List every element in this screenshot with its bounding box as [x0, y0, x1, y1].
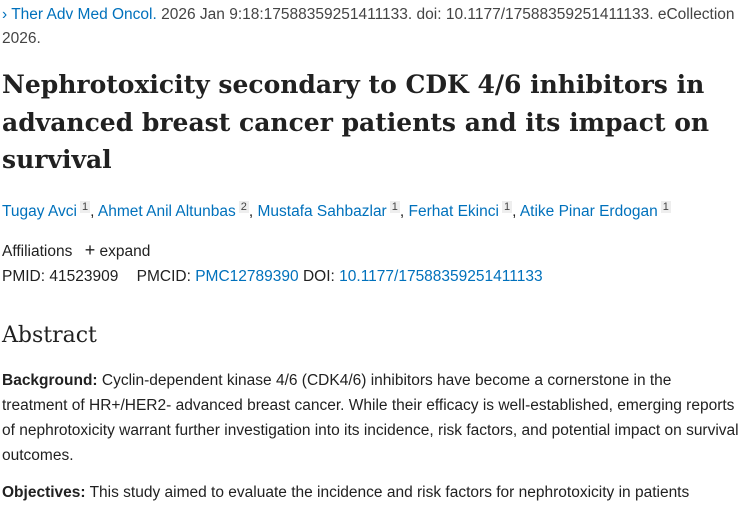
- author-link[interactable]: Ahmet Anil Altunbas: [97, 203, 236, 220]
- author-link[interactable]: Tugay Avci: [2, 203, 77, 220]
- affiliation-ref[interactable]: 1: [501, 201, 513, 213]
- author-link[interactable]: Atike Pinar Erdogan: [519, 203, 658, 220]
- affiliation-ref[interactable]: 2: [238, 201, 249, 213]
- objectives-label: Objectives:: [2, 484, 86, 501]
- affiliation-ref[interactable]: 1: [660, 201, 671, 213]
- author-link[interactable]: Ferhat Ekinci: [408, 203, 499, 220]
- pmid-label: PMID:: [2, 268, 46, 285]
- article-ids: PMID: 41523909 PMCID: PMC12789390 DOI: 1…: [2, 268, 543, 286]
- expand-affiliations-button[interactable]: + expand: [84, 240, 151, 260]
- affiliations-label: Affiliations: [2, 243, 73, 260]
- article-title: Nephrotoxicity secondary to CDK 4/6 inhi…: [2, 70, 710, 174]
- affiliation-ref[interactable]: 1: [79, 201, 91, 213]
- abstract-heading: Abstract: [2, 323, 97, 348]
- expand-label: expand: [99, 243, 151, 260]
- background-label: Background:: [2, 372, 98, 389]
- plus-icon: +: [84, 240, 96, 260]
- chevron-right-icon[interactable]: ›: [2, 6, 8, 23]
- doi-link[interactable]: 10.1177/17588359251411133: [339, 268, 543, 285]
- abstract-background: Background: Cyclin-dependent kinase 4/6 …: [2, 368, 740, 468]
- pmid-value: 41523909: [49, 268, 119, 285]
- citation: › Ther Adv Med Oncol. 2026 Jan 9:18:1758…: [2, 3, 747, 51]
- doi-label: DOI:: [302, 268, 335, 285]
- author-link[interactable]: Mustafa Sahbazlar: [257, 203, 387, 220]
- author-list: Tugay Avci 1, Ahmet Anil Altunbas 2, Musta…: [2, 201, 671, 220]
- background-text: Cyclin-dependent kinase 4/6 (CDK4/6) inh…: [2, 372, 739, 464]
- pmcid-label: PMCID:: [136, 268, 191, 285]
- affiliation-ref[interactable]: 1: [389, 201, 400, 213]
- citation-details: 2026 Jan 9:18:17588359251411133. doi: 10…: [2, 6, 735, 47]
- abstract-objectives: Objectives: This study aimed to evaluate…: [2, 480, 740, 505]
- journal-link[interactable]: Ther Adv Med Oncol.: [11, 6, 157, 23]
- pmcid-link[interactable]: PMC12789390: [195, 268, 299, 285]
- affiliations: Affiliations + expand: [2, 240, 150, 261]
- objectives-text: This study aimed to evaluate the inciden…: [89, 484, 690, 501]
